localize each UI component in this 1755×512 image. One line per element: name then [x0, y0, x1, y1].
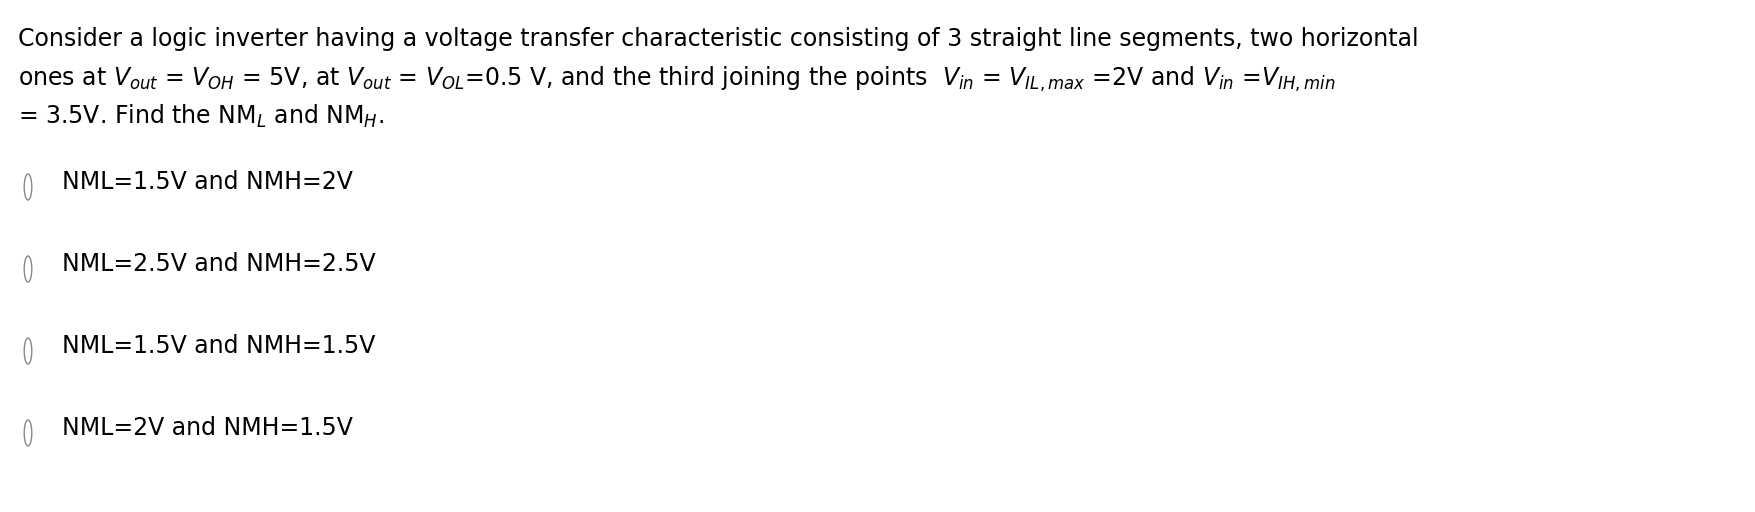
Text: Consider a logic inverter having a voltage transfer characteristic consisting of: Consider a logic inverter having a volta… — [18, 27, 1418, 51]
Text: = 3.5V. Find the NM$_L$ and NM$_H$.: = 3.5V. Find the NM$_L$ and NM$_H$. — [18, 103, 384, 130]
Text: NML=2.5V and NMH=2.5V: NML=2.5V and NMH=2.5V — [61, 252, 376, 276]
Text: NML=2V and NMH=1.5V: NML=2V and NMH=1.5V — [61, 416, 353, 440]
Text: NML=1.5V and NMH=1.5V: NML=1.5V and NMH=1.5V — [61, 334, 376, 358]
Text: ones at $V_{out}$ = $V_{OH}$ = 5V, at $V_{out}$ = $V_{OL}$=0.5 V, and the third : ones at $V_{out}$ = $V_{OH}$ = 5V, at $V… — [18, 65, 1334, 94]
Text: NML=1.5V and NMH=2V: NML=1.5V and NMH=2V — [61, 170, 353, 194]
